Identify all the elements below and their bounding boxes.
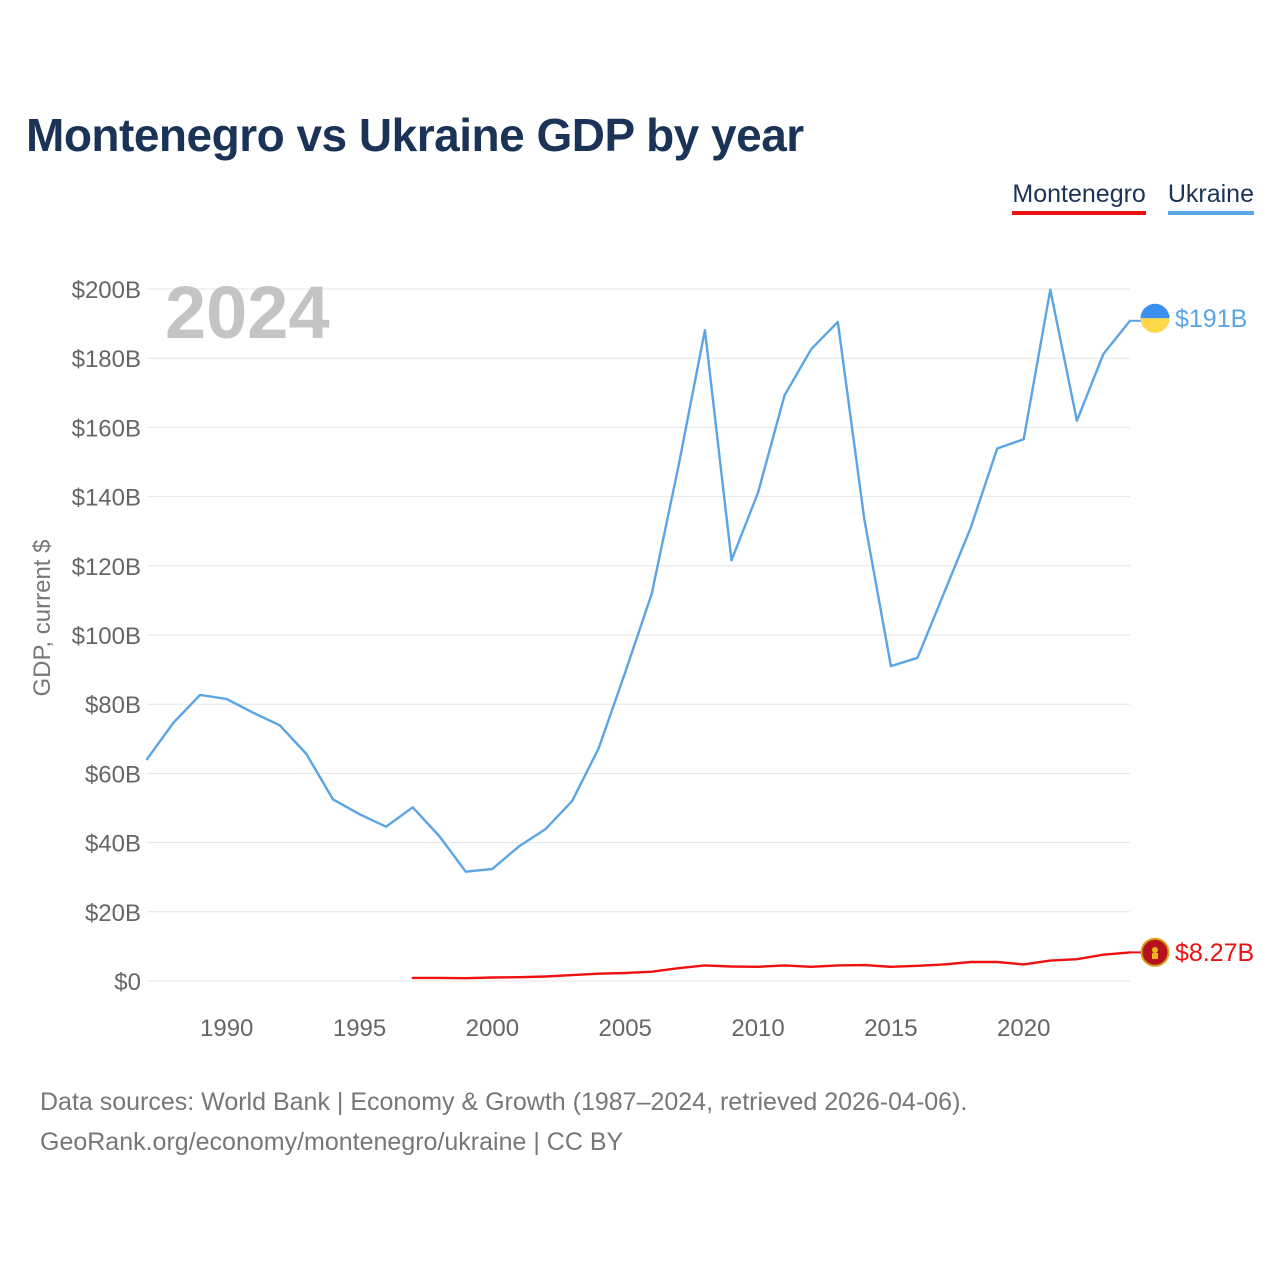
line-chart: 2024 $0 $20B $40B $60B $80B $100B $120B $140B $1… [29, 271, 1254, 1042]
gridlines [147, 288, 1130, 982]
legend-item-ukraine[interactable]: Ukraine [1167, 180, 1254, 215]
montenegro-flag-icon [1140, 937, 1170, 967]
y-tick-label: $120B [72, 554, 141, 581]
y-tick-label: $20B [85, 900, 141, 927]
ukraine-end-value-label: $191B [1175, 305, 1247, 333]
chart-title: Montenegro vs Ukraine GDP by year [26, 109, 804, 161]
y-tick-label: $200B [72, 277, 141, 304]
y-tick-label: $100B [72, 623, 141, 650]
legend-item-montenegro[interactable]: Montenegro [1012, 180, 1146, 215]
x-tick-label: 2020 [997, 1015, 1050, 1042]
ukraine-flag-icon [1140, 303, 1170, 333]
x-tick-label: 1995 [333, 1015, 386, 1042]
series-line-ukraine [145, 288, 1132, 873]
source-line-1: Data sources: World Bank | Economy & Gro… [40, 1088, 968, 1116]
y-tick-label: $40B [85, 831, 141, 858]
x-tick-label: 1990 [200, 1015, 253, 1042]
x-tick-label: 2005 [599, 1015, 652, 1042]
y-tick-label: $0 [114, 969, 141, 996]
y-tick-label: $60B [85, 761, 141, 788]
x-axis-ticks: 1990 1995 2000 2005 2010 2015 2020 [200, 1015, 1050, 1042]
x-tick-label: 2010 [731, 1015, 784, 1042]
y-tick-label: $80B [85, 692, 141, 719]
montenegro-end-value-label: $8.27B [1175, 939, 1254, 967]
legend: Montenegro Ukraine [1012, 180, 1254, 215]
y-tick-label: $140B [72, 485, 141, 512]
source-line-2: GeoRank.org/economy/montenegro/ukraine |… [40, 1128, 624, 1156]
y-tick-label: $180B [72, 346, 141, 373]
series-lines [145, 288, 1142, 980]
x-tick-label: 2000 [466, 1015, 519, 1042]
y-axis-ticks: $0 $20B $40B $60B $80B $100B $120B $140B $160B $1… [72, 277, 141, 996]
y-axis-label: GDP, current $ [29, 540, 56, 697]
x-tick-label: 2015 [864, 1015, 917, 1042]
y-tick-label: $160B [72, 415, 141, 442]
year-watermark: 2024 [165, 271, 330, 354]
series-line-montenegro [411, 951, 1132, 980]
source-note: Data sources: World Bank | Economy & Gro… [40, 1082, 967, 1162]
